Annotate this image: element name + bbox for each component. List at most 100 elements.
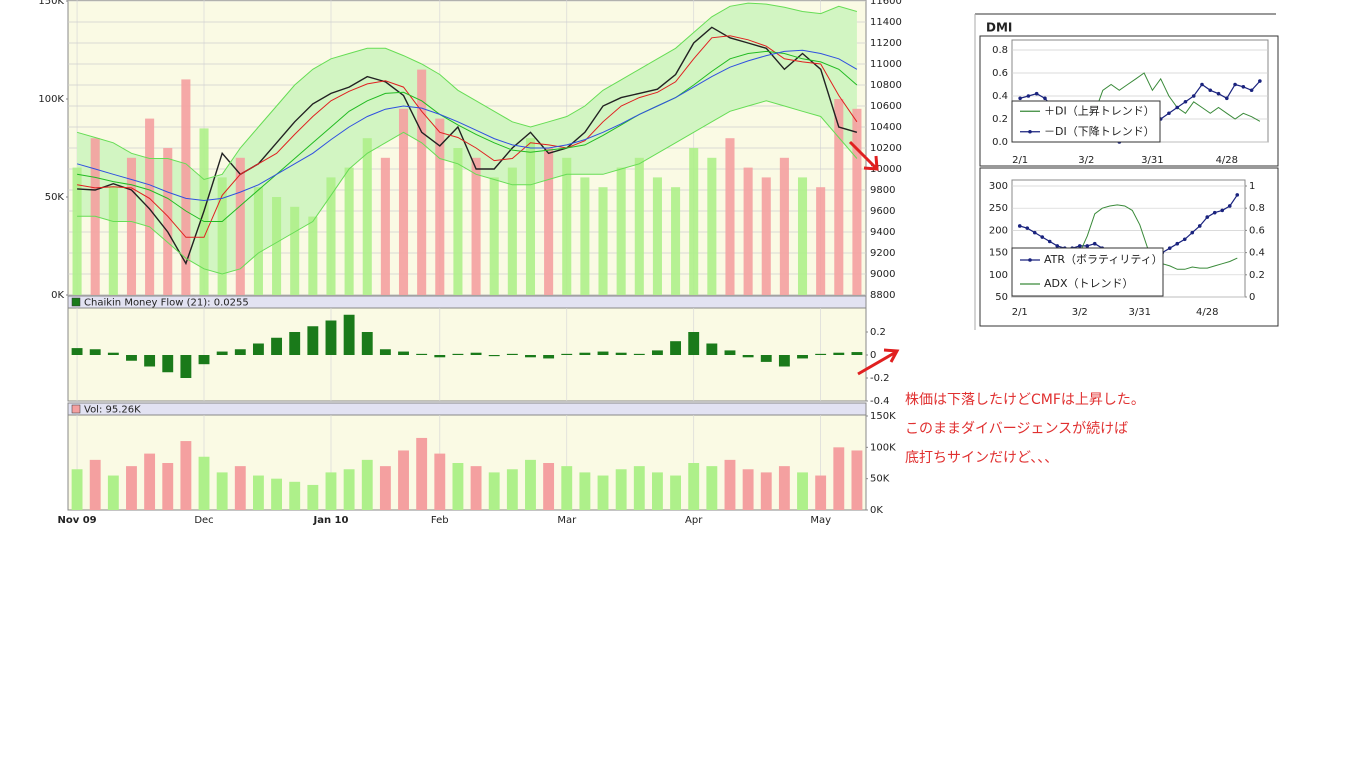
series-line <box>77 100 858 275</box>
volume-bar <box>724 459 736 510</box>
volume-overlay-bar <box>525 138 536 295</box>
x-tick-label: Feb <box>431 515 449 526</box>
volume-swatch <box>71 404 81 414</box>
volume-overlay-bar <box>580 177 590 295</box>
volume-overlay-bar <box>598 187 608 295</box>
y-tick-label: 0 <box>1249 292 1255 303</box>
point <box>1175 105 1179 110</box>
volume-bar <box>579 472 591 510</box>
y-tick-label: 0K <box>51 290 64 301</box>
cmf-bar <box>144 355 156 367</box>
volume-bar <box>234 466 246 510</box>
volume-overlay-bar <box>417 69 427 295</box>
cmf-header <box>67 295 867 309</box>
point <box>1205 215 1210 219</box>
volume-bar <box>252 475 264 510</box>
y-tick-label: 10200 <box>870 143 902 154</box>
point <box>1167 246 1172 250</box>
volume-bar <box>379 466 391 510</box>
cmf-bar <box>107 352 119 355</box>
volume-overlay-bar <box>108 187 118 295</box>
volume-bar <box>670 475 682 510</box>
annotation: このままダイバージェンスが続けば <box>905 420 1128 437</box>
x-tick-label: 3/2 <box>1072 307 1088 318</box>
y-tick-label: 0K <box>870 505 883 516</box>
y-tick-label: 0.2 <box>870 327 886 338</box>
point <box>1182 237 1187 242</box>
volume-header <box>67 402 867 416</box>
y-tick-label: 9600 <box>870 206 895 217</box>
x-tick-label: 3/31 <box>1129 307 1151 318</box>
volume-bar <box>561 466 573 510</box>
volume-overlay-bar <box>181 79 191 296</box>
volume-overlay-bar <box>616 167 626 295</box>
y-tick-label: 0.6 <box>1249 225 1265 236</box>
point <box>1225 96 1229 101</box>
cmf-bar <box>252 343 264 355</box>
cmf-bar <box>343 314 355 355</box>
y-tick-label: 0.2 <box>992 114 1008 125</box>
volume-overlay-bar <box>779 157 789 295</box>
cmf-bar <box>325 320 337 355</box>
cmf-bar <box>416 353 428 355</box>
y-tick-label: 10800 <box>870 80 902 91</box>
y-tick-label: 10400 <box>870 122 902 133</box>
volume-bar <box>434 453 446 510</box>
x-tick-label: Jan 10 <box>312 515 348 526</box>
volume-bar <box>651 472 663 510</box>
x-tick-label: 2/1 <box>1012 307 1028 318</box>
y-tick-label: 0.8 <box>992 45 1008 56</box>
volume-overlay-bar <box>725 138 735 295</box>
cmf-bar <box>561 353 573 355</box>
volume-bar <box>216 472 228 510</box>
volume-bar <box>851 450 863 510</box>
cmf-swatch <box>71 297 81 307</box>
volume-bar <box>162 463 174 510</box>
cmf-pane <box>67 295 867 402</box>
cmf-bar <box>488 355 500 357</box>
volume-bar <box>107 475 119 510</box>
legend-label: －DI（下降トレンド） <box>1044 124 1155 138</box>
cmf-bar <box>742 355 754 358</box>
cmf-bar <box>724 350 736 355</box>
point <box>1212 210 1217 215</box>
cmf-bar <box>89 349 101 355</box>
point <box>1085 244 1090 248</box>
y-tick-label: 0 <box>870 350 876 361</box>
volume-bar <box>271 478 283 510</box>
cmf-bar <box>234 349 246 355</box>
cmf-bar <box>760 355 772 362</box>
volume-overlay-bar <box>507 167 517 295</box>
point <box>1249 88 1254 93</box>
volume-bar <box>398 450 409 510</box>
volume-bar <box>361 459 373 510</box>
volume-overlay-bar <box>72 167 82 295</box>
volume-overlay-bar <box>145 118 155 295</box>
volume-overlay-bar <box>707 157 717 295</box>
volume-bar <box>144 453 156 510</box>
volume-overlay-bar <box>797 177 808 295</box>
cmf-bar <box>706 343 718 355</box>
x-tick-label: Mar <box>557 515 577 526</box>
x-tick-label: May <box>810 515 831 526</box>
cmf-bar <box>670 341 682 355</box>
legend-label: ADX（トレンド） <box>1044 277 1134 290</box>
y-tick-label: 300 <box>989 181 1008 192</box>
point <box>1043 96 1047 101</box>
y-tick-label: 250 <box>989 203 1008 214</box>
volume-bar <box>833 447 845 510</box>
series-line <box>76 49 858 202</box>
legend-marker <box>1028 258 1032 262</box>
cmf-bar <box>597 351 609 355</box>
y-tick-label: 50 <box>995 292 1008 303</box>
cmf-bar <box>126 355 137 361</box>
volume-bar <box>325 472 337 510</box>
cmf-bar <box>180 355 192 378</box>
cmf-bar <box>379 349 391 355</box>
y-tick-label: 150K <box>38 0 64 7</box>
cmf-bar <box>398 351 409 355</box>
volume-bar <box>688 463 700 510</box>
y-tick-label: 100K <box>38 94 64 105</box>
point <box>1047 239 1052 244</box>
